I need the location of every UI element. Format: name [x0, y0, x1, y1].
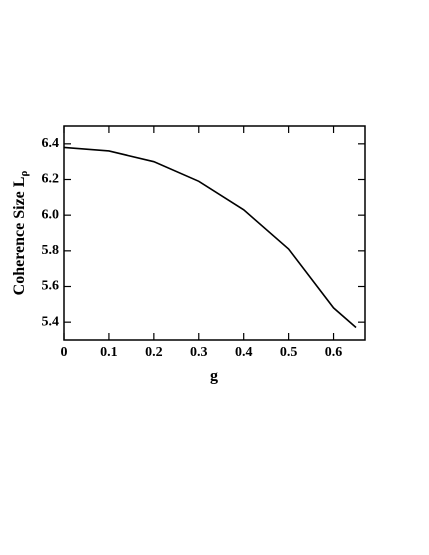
y-axis-label: Coherence Size Lρ	[11, 171, 30, 296]
x-tick-label: 0.1	[100, 345, 118, 360]
x-tick-label: 0	[61, 345, 68, 360]
plot-frame	[63, 125, 366, 341]
y-tick-label: 6.2	[42, 172, 60, 187]
x-axis-label: g	[210, 368, 218, 385]
y-axis-label-main: Coherence Size L	[11, 177, 28, 296]
x-tick-label: 0.3	[190, 345, 208, 360]
y-tick-label: 5.4	[42, 314, 60, 329]
y-tick-label: 5.6	[42, 279, 60, 294]
y-tick-label: 5.8	[42, 243, 60, 258]
data-line	[63, 146, 357, 329]
x-tick-label: 0.5	[280, 345, 298, 360]
y-axis-label-subscript: ρ	[18, 171, 30, 177]
y-tick-label: 6.4	[42, 136, 60, 151]
x-tick-label: 0.6	[325, 345, 343, 360]
x-tick-label: 0.2	[145, 345, 163, 360]
y-tick-label: 6.0	[42, 207, 60, 222]
x-tick-label: 0.4	[235, 345, 253, 360]
